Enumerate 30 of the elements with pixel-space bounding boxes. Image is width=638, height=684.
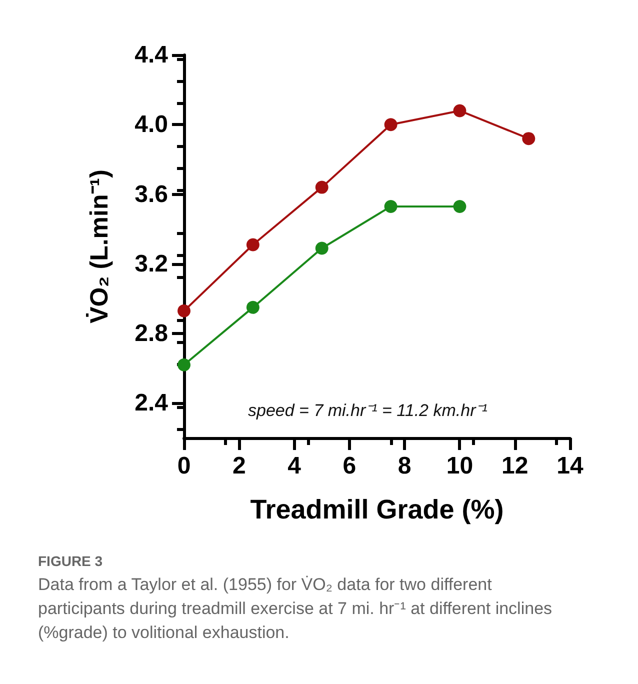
point (246, 238, 260, 252)
text: Data from a Taylor et al. (1955) for V̇O₂ data for two different participants during treadmill exercise at 7 mi. hr⁻¹ at different inclines (%grade) to volitional exhaustion. (38, 574, 554, 644)
point (315, 242, 328, 255)
x-tick-label: 14 (556, 452, 584, 480)
y-tick-label: 3.2 (134, 250, 168, 278)
x-axis-title: Treadmill Grade (%) (250, 494, 504, 524)
point (522, 132, 536, 146)
x-tick-label: 10 (446, 452, 474, 480)
y-tick-label: 2.4 (134, 390, 169, 417)
y-tick-label: 3.6 (134, 180, 168, 208)
caption: FIGURE 3 (38, 553, 104, 569)
point (453, 200, 466, 213)
x-tick-label: 4 (288, 452, 302, 480)
x-tick-label: 2 (232, 452, 246, 480)
y-axis-title: V̇O₂ (L.min⁻¹) (86, 170, 114, 324)
point (178, 304, 190, 318)
point (315, 180, 328, 194)
y-tick-label: 4.0 (134, 111, 168, 138)
y-tick-label: 2.8 (134, 320, 168, 348)
x-tick-label: 8 (398, 452, 412, 480)
point (384, 200, 398, 213)
point (384, 118, 398, 132)
annotation: speed = 7 mi.hr⁻¹ = 11.2 km.hr⁻¹ (248, 401, 488, 420)
x-tick-label: 12 (502, 452, 528, 480)
y-tick-label: 4.4 (134, 42, 169, 68)
point (178, 358, 190, 372)
x-tick-label: 6 (342, 452, 356, 480)
point (453, 104, 466, 118)
x-tick-label: 0 (177, 452, 191, 480)
point (246, 300, 260, 314)
